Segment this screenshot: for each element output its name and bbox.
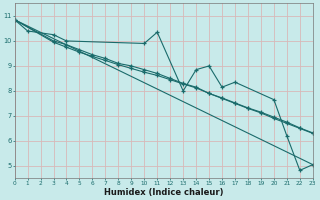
X-axis label: Humidex (Indice chaleur): Humidex (Indice chaleur) xyxy=(104,188,223,197)
